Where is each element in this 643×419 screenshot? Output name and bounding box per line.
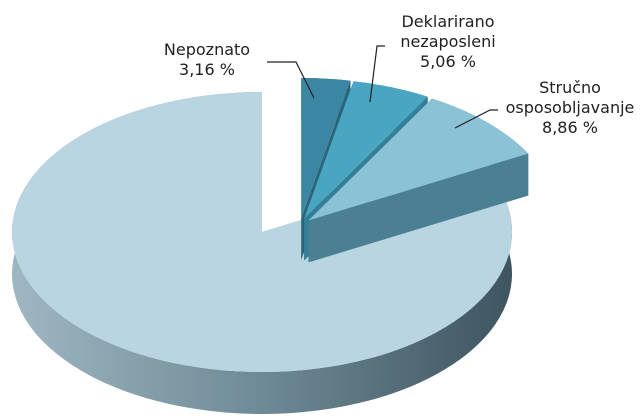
slice-top — [301, 78, 351, 219]
slice-value: 8,86 % — [542, 118, 598, 137]
leader-line — [267, 61, 315, 99]
slice-label: Nepoznato 3,16 % — [164, 40, 250, 80]
leader-line — [454, 109, 498, 129]
slice-top — [308, 98, 529, 221]
slice-top — [12, 92, 512, 372]
slice-top — [304, 81, 428, 219]
slice-name: Stručno osposobljavanje — [505, 78, 635, 117]
slice-value: 5,06 % — [420, 52, 476, 71]
leader-line — [369, 45, 385, 103]
slice-name: Nepoznato — [163, 40, 251, 59]
slice-value: 3,16 % — [179, 60, 235, 79]
slice-label: Stručno osposobljavanje 8,86 % — [506, 78, 635, 138]
slice-name: Deklarirano nezaposleni — [400, 12, 496, 51]
slice-label: Deklarirano nezaposleni 5,06 % — [400, 12, 495, 72]
slice-wall — [308, 153, 529, 263]
